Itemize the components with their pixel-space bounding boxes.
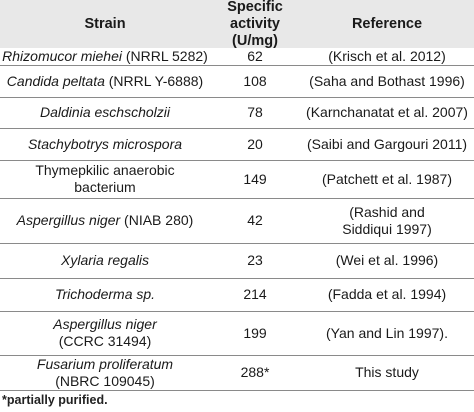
cell-reference: (Saibi and Gargouri 2011) xyxy=(300,128,474,160)
row-divider xyxy=(0,128,474,129)
strain-name: Trichoderma sp. xyxy=(54,286,156,302)
header-strain: Strain xyxy=(84,15,126,32)
cell-reference: This study xyxy=(300,355,474,390)
table-row: Xylaria regalis 23 (Wei et al. 1996) xyxy=(0,243,474,278)
reference-line1: (Yan and Lin 1997). xyxy=(326,324,448,341)
strain-name: Fusarium proliferatum xyxy=(36,355,174,372)
cell-reference: (Fadda et al. 1994) xyxy=(300,278,474,311)
table-row: Daldinia eschscholzii 78 (Karnchanatat et … xyxy=(0,97,474,128)
cell-reference: (Karnchanatat et al. 2007) xyxy=(300,97,474,128)
table-row: Aspergillus niger (CCRC 31494) 199 (Yan and… xyxy=(0,311,474,355)
strain-name: Candida peltata xyxy=(6,72,105,89)
reference-line2: Siddiqui 1997) xyxy=(342,220,432,237)
strain-name: Aspergillus niger xyxy=(53,316,157,332)
table-header: Strain Specific activity (U/mg) Referenc… xyxy=(0,0,474,49)
cell-specific-activity: 199 xyxy=(243,324,267,341)
cell-reference: (Rashid and Siddiqui 1997) xyxy=(300,198,474,243)
cell-specific-activity: 20 xyxy=(247,135,263,152)
strain-name: Rhizomucor miehei xyxy=(2,48,122,64)
table-row: Fusarium proliferatum (NBRC 109045) 288* Th… xyxy=(0,355,474,390)
cell-strain: Thymepkilic anaerobic bacterium xyxy=(0,160,210,198)
strain-detail-line2: (NBRC 109045) xyxy=(55,372,155,389)
cell-reference: (Yan and Lin 1997). xyxy=(300,311,474,355)
cell-specific-activity: 78 xyxy=(247,104,263,120)
reference-line1: (Patchett et al. 1987) xyxy=(322,170,452,187)
strain-name: Daldinia eschscholzii xyxy=(40,104,170,120)
table-row: Trichoderma sp. 214 (Fadda et al. 1994) xyxy=(0,278,474,311)
cell-reference: (Krisch et al. 2012) xyxy=(300,48,474,65)
cell-specific-activity: 108 xyxy=(243,72,267,89)
row-divider xyxy=(0,278,474,279)
reference-line1: (Saibi and Gargouri 2011) xyxy=(306,135,468,152)
reference-line1: This study xyxy=(355,364,419,380)
strain-name: Aspergillus niger xyxy=(16,212,121,228)
strain-detail-line2: (CCRC 31494) xyxy=(58,333,152,349)
strain-name: Xylaria regalis xyxy=(61,252,149,268)
cell-reference: (Wei et al. 1996) xyxy=(300,243,474,278)
header-activity-line2: (U/mg) xyxy=(232,32,278,49)
strain-detail-line2: bacterium xyxy=(74,179,136,195)
header-reference: Reference xyxy=(351,15,423,32)
cell-specific-activity: 288* xyxy=(240,364,270,380)
reference-line1: (Fadda et al. 1994) xyxy=(327,286,447,302)
row-divider xyxy=(0,243,474,244)
reference-line1: (Saha and Bothast 1996) xyxy=(309,72,465,89)
strain-detail: Thymepkilic anaerobic xyxy=(35,162,175,178)
strain-name: Stachybotrys microspora xyxy=(27,135,183,152)
cell-reference: (Patchett et al. 1987) xyxy=(300,160,474,198)
cell-specific-activity: 62 xyxy=(247,48,263,64)
table-row: Thymepkilic anaerobic bacterium 149 (Patche… xyxy=(0,160,474,198)
cell-strain: Xylaria regalis xyxy=(0,243,210,278)
cell-strain: Trichoderma sp. xyxy=(0,278,210,311)
cell-reference: (Saha and Bothast 1996) xyxy=(300,65,474,97)
cell-strain: Candida peltata (NRRL Y-6888) xyxy=(0,65,210,97)
table-row: Rhizomucor miehei (NRRL 5282) 62 (Krisch e… xyxy=(0,48,474,65)
cell-specific-activity: 23 xyxy=(247,252,263,268)
header-activity-line1: Specific activity xyxy=(227,0,283,32)
cell-specific-activity: 214 xyxy=(243,286,267,302)
cell-strain: Fusarium proliferatum (NBRC 109045) xyxy=(0,355,210,390)
table-row: Candida peltata (NRRL Y-6888) 108 (Saha an… xyxy=(0,65,474,97)
cell-strain: Aspergillus niger (NIAB 280) xyxy=(0,198,210,243)
cell-strain: Rhizomucor miehei (NRRL 5282) xyxy=(0,48,210,65)
cell-specific-activity: 149 xyxy=(243,170,267,187)
row-divider xyxy=(0,97,474,98)
row-divider xyxy=(0,355,474,356)
row-divider xyxy=(0,311,474,312)
table-row: Stachybotrys microspora 20 (Saibi and Garg… xyxy=(0,128,474,160)
strain-detail: (NRRL 5282) xyxy=(121,48,208,64)
row-divider xyxy=(0,65,474,66)
header-specific-activity: Specific activity (U/mg) xyxy=(210,0,300,49)
strain-detail: (NIAB 280) xyxy=(120,212,194,228)
reference-line1: (Karnchanatat et al. 2007) xyxy=(306,104,468,120)
reference-line1: (Rashid and xyxy=(349,203,425,220)
row-divider xyxy=(0,160,474,161)
reference-line1: (Krisch et al. 2012) xyxy=(328,48,446,64)
row-divider xyxy=(0,390,474,391)
cell-strain: Aspergillus niger (CCRC 31494) xyxy=(0,311,210,355)
cell-strain: Daldinia eschscholzii xyxy=(0,97,210,128)
table-row: Aspergillus niger (NIAB 280) 42 (Rashid an… xyxy=(0,198,474,243)
reference-line1: (Wei et al. 1996) xyxy=(335,252,439,268)
footnote: *partially purified. xyxy=(2,393,108,407)
cell-specific-activity: 42 xyxy=(247,212,263,228)
cell-strain: Stachybotrys microspora xyxy=(0,128,210,160)
strain-detail: (NRRL Y-6888) xyxy=(104,72,204,89)
row-divider xyxy=(0,198,474,199)
